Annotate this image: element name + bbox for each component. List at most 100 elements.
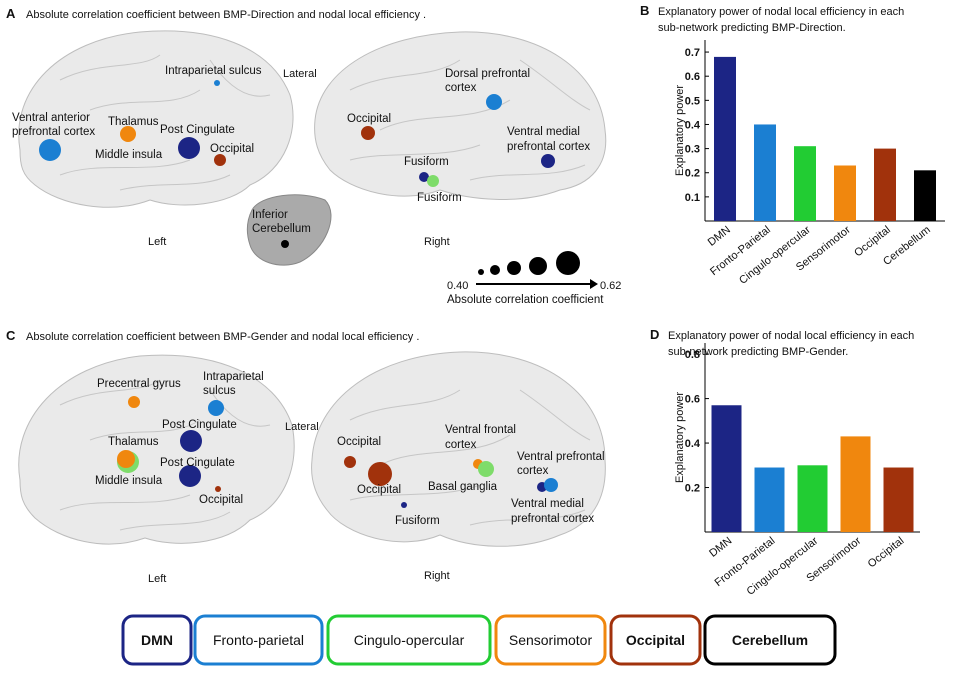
node [544,478,558,492]
node-label: Middle insula [95,475,163,487]
node [128,396,140,408]
legend-box [326,614,492,666]
node-label: Occipital [199,494,243,506]
legend-box [703,614,837,666]
node [344,456,356,468]
node [281,240,289,248]
node-label: Inferior [252,209,288,221]
size-dot [507,261,521,275]
panel-a: A Absolute correlation coefficient betwe… [6,6,621,306]
node-label: Basal ganglia [428,481,498,493]
gyri [59,54,271,191]
node-label: Occipital [357,484,401,496]
node [368,462,392,486]
legend-label: Sensorimotor [509,632,593,648]
bar [840,436,871,532]
panel-title: Absolute correlation coefficient between… [26,331,419,343]
node [541,154,555,168]
node [215,486,221,492]
bar [794,146,816,221]
node-label: Fusiform [417,192,462,204]
node-label: sulcus [203,385,236,397]
legend-box [609,614,702,666]
y-tick-label: 0.2 [685,168,700,180]
y-tick-label: 0.6 [685,394,700,406]
y-tick-label: 0.1 [685,192,700,204]
size-legend: 0.40 0.62 Absolute correlation coefficie… [447,251,621,306]
panel-letter: B [640,3,649,18]
bar [874,148,896,221]
node-label: cortex [517,465,549,477]
node [178,137,200,159]
node-label: Intraparietal [203,371,264,383]
panel-letter: D [650,327,659,342]
node [179,465,201,487]
node-label: prefrontal cortex [12,126,95,138]
node [486,94,502,110]
node [208,400,224,416]
node-label: cortex [445,82,477,94]
node [117,450,135,468]
node-label: Ventral prefrontal [517,451,605,463]
node-label: Thalamus [108,116,159,128]
size-dot [490,265,500,275]
x-tick-label: DMN [706,224,733,249]
bar [883,467,914,532]
node-label: Occipital [210,143,254,155]
node [180,430,202,452]
cerebellum [246,194,332,266]
legend-label: Occipital [626,632,685,648]
legend-label: Cingulo-opercular [354,632,465,648]
gyri [59,379,271,531]
gyri [349,59,591,181]
node-label: Thalamus [108,436,159,448]
y-tick-label: 0.2 [685,483,700,495]
hemisphere-label: Left [148,573,166,585]
node-label: cortex [445,439,477,451]
x-tick-label: DMN [707,535,734,560]
y-tick-label: 0.3 [685,144,700,156]
node [401,502,407,508]
node-label: prefrontal cortex [507,141,590,153]
bar [797,465,828,532]
y-tick-label: 0.8 [685,349,700,361]
panel-c: C Absolute correlation coefficient betwe… [6,328,606,585]
chart-title: Explanatory power of nodal local efficie… [668,330,914,342]
legend-label: Cerebellum [732,632,808,648]
size-label: Absolute correlation coefficient [447,294,604,306]
y-axis-label: Explanatory power [674,85,686,176]
hemisphere-label: Right [424,570,450,582]
bar [711,405,742,532]
y-tick-label: 0.6 [685,71,700,83]
view-label: Lateral [285,421,319,433]
node-label: Post Cingulate [160,124,235,136]
node-label: Precentral gyrus [97,378,181,390]
node-label: prefrontal cortex [511,513,594,525]
node-label: Ventral medial [507,126,580,138]
node-label: Ventral frontal [445,424,516,436]
node [419,172,429,182]
node-label: Occipital [337,436,381,448]
bar [754,124,776,221]
arrow-head [590,279,598,289]
node [478,461,494,477]
x-tick-label: Occipital [866,535,907,570]
node-label: Post Cingulate [162,419,237,431]
panel-title: Absolute correlation coefficient between… [26,9,426,21]
hemisphere-label: Left [148,236,166,248]
node-label: Cerebellum [252,223,311,235]
size-dot [556,251,580,275]
gyri [349,389,591,526]
size-min: 0.40 [447,280,468,292]
bar [834,165,856,221]
size-max: 0.62 [600,280,621,292]
y-tick-label: 0.5 [685,95,700,107]
panel-letter: C [6,328,16,343]
y-tick-label: 0.4 [685,438,701,450]
node-label: Intraparietal sulcus [165,65,262,77]
bar [914,170,936,221]
node [427,175,439,187]
x-tick-label: Cingulo-opercular [737,224,813,287]
x-tick-label: Cingulo-opercular [745,535,821,598]
